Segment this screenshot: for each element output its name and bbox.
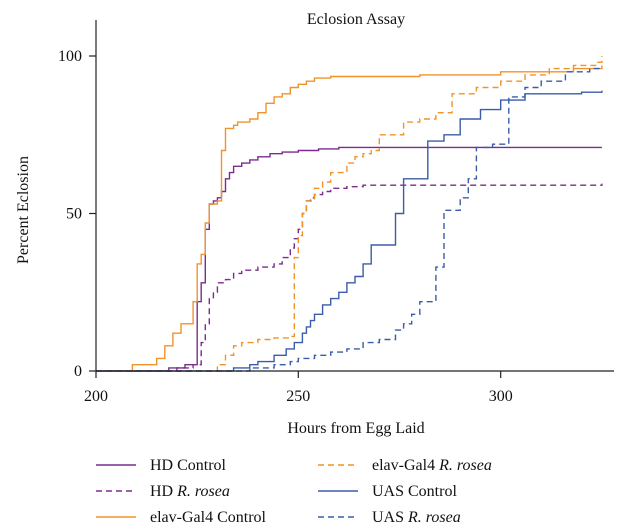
legend-item: UAS R. rosea <box>318 509 461 526</box>
legend-item: elav-Gal4 Control <box>96 509 267 526</box>
x-tick-label: 300 <box>489 388 513 405</box>
series-line-1 <box>96 146 602 372</box>
tick-layer: 200 250 300 0 50 100 <box>58 48 513 405</box>
plot-area: 200 250 300 0 50 100 <box>58 20 614 405</box>
series-line-2 <box>96 183 603 372</box>
series-line-6 <box>96 67 603 372</box>
legend-label: elav-Gal4 R. rosea <box>372 457 492 474</box>
legend-item: HD R. rosea <box>96 483 230 500</box>
series-line-4 <box>96 56 603 372</box>
legend-label: UAS R. rosea <box>372 509 461 526</box>
legend-item: HD Control <box>96 457 227 474</box>
legend-item: elav-Gal4 R. rosea <box>318 457 492 474</box>
y-axis-label: Percent Eclosion <box>15 156 32 264</box>
legend: HD Control HD R. rosea elav-Gal4 Control el… <box>96 457 492 526</box>
y-tick-label: 100 <box>58 48 82 65</box>
x-tick-label: 250 <box>286 388 310 405</box>
y-tick-label: 50 <box>66 206 82 223</box>
series-line-5 <box>96 90 603 372</box>
x-tick-label: 200 <box>84 388 108 405</box>
legend-label: UAS Control <box>372 483 457 500</box>
x-axis-label: Hours from Egg Laid <box>287 420 424 437</box>
chart-title: Eclosion Assay <box>307 11 405 28</box>
legend-label: elav-Gal4 Control <box>150 509 267 526</box>
legend-label: HD R. rosea <box>150 483 230 500</box>
legend-label: HD Control <box>150 457 227 474</box>
legend-item: UAS Control <box>318 483 457 500</box>
series-layer <box>96 56 603 372</box>
y-tick-label: 0 <box>74 363 82 380</box>
series-line-3 <box>96 65 603 372</box>
